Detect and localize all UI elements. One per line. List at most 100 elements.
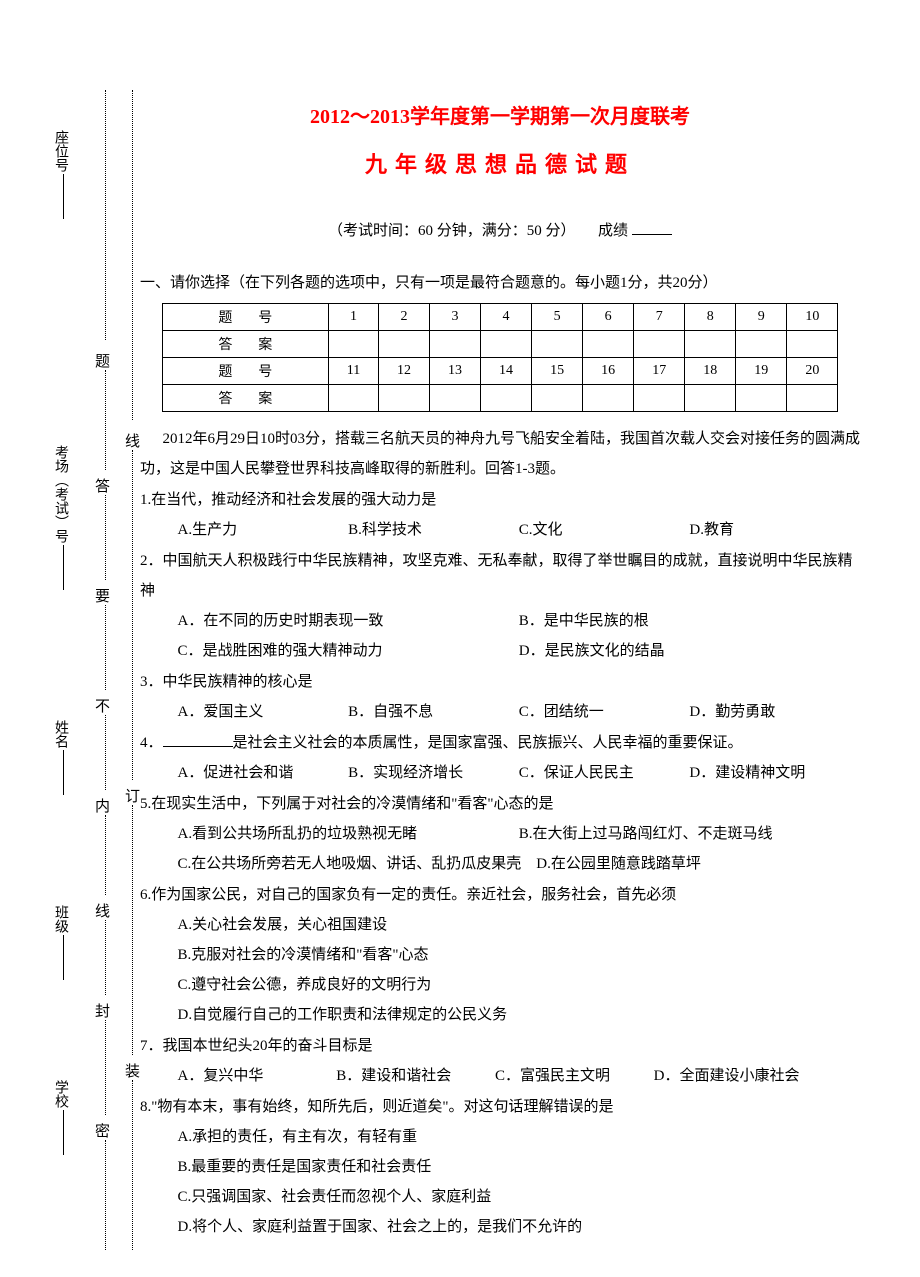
option-b: B．实现经济增长 (348, 758, 519, 788)
option-c: C．保证人民民主 (519, 758, 690, 788)
row-label-a2: 答 案 (162, 385, 328, 412)
exam-title-1: 2012～2013学年度第一学期第一次月度联考 (140, 100, 860, 129)
answer-cell[interactable] (532, 331, 583, 358)
answer-cell[interactable] (329, 385, 379, 412)
cell: 5 (532, 304, 583, 331)
option-c: C.在公共场所旁若无人地吸烟、讲话、乱扔瓜皮果壳 (178, 856, 522, 872)
answer-cell[interactable] (787, 331, 838, 358)
question-3: 3．中华民族精神的核心是 (140, 667, 860, 697)
exam-info: （考试时间：60 分钟，满分：50 分） 成绩 (140, 219, 860, 240)
side-bu: 不 (95, 695, 110, 716)
answer-cell[interactable] (429, 385, 480, 412)
cell: 9 (736, 304, 787, 331)
exam-info-text: （考试时间：60 分钟，满分：50 分） (328, 223, 576, 239)
option-d: D．全面建设小康社会 (654, 1061, 860, 1091)
cell: 20 (787, 358, 838, 385)
side-name: 姓名 (50, 720, 70, 797)
cell: 11 (329, 358, 379, 385)
answer-cell[interactable] (481, 331, 532, 358)
answer-table: 题 号 1 2 3 4 5 6 7 8 9 10 答 案 题 号 11 12 1… (162, 303, 839, 412)
option-d: D.教育 (689, 515, 860, 545)
question-5-options: A.看到公共场所乱扔的垃圾熟视无睹 B.在大街上过马路闯红灯、不走斑马线 (140, 819, 860, 849)
option-a: A.看到公共场所乱扔的垃圾熟视无睹 (178, 819, 519, 849)
option-b: B．是中华民族的根 (519, 606, 860, 636)
question-6: 6.作为国家公民，对自己的国家负有一定的责任。亲近社会，服务社会，首先必须 (140, 880, 860, 910)
answer-cell[interactable] (378, 331, 429, 358)
cell: 1 (329, 304, 379, 331)
side-school: 学校 (50, 1080, 70, 1157)
side-xian: 线 (95, 900, 110, 921)
cell: 14 (481, 358, 532, 385)
option-a: A.承担的责任，有主有次，有轻有重 (178, 1122, 861, 1152)
answer-cell[interactable] (787, 385, 838, 412)
table-row: 题 号 11 12 13 14 15 16 17 18 19 20 (162, 358, 838, 385)
side-seat: 座位号 (50, 130, 70, 221)
dotted-line-o7 (105, 920, 106, 995)
option-c: C.文化 (519, 515, 690, 545)
question-5: 5.在现实生活中，下列属于对社会的冷漠情绪和"看客"心态的是 (140, 789, 860, 819)
table-row: 答 案 (162, 331, 838, 358)
dotted-line-3 (132, 805, 133, 1055)
fill-blank[interactable] (163, 746, 233, 747)
dotted-line-o4 (105, 605, 106, 690)
question-3-options: A．爱国主义 B．自强不息 C．团结统一 D．勤劳勇敢 (140, 697, 860, 727)
question-6-options: A.关心社会发展，关心祖国建设 B.克服对社会的冷漠情绪和"看客"心态 C.遵守… (140, 910, 860, 1030)
answer-cell[interactable] (685, 385, 736, 412)
answer-cell[interactable] (634, 331, 685, 358)
dotted-line-o3 (105, 495, 106, 580)
answer-cell[interactable] (329, 331, 379, 358)
dotted-line-o1 (105, 90, 106, 340)
row-label-a1: 答 案 (162, 331, 328, 358)
option-a: A．爱国主义 (178, 697, 349, 727)
cell: 12 (378, 358, 429, 385)
cell: 13 (429, 358, 480, 385)
cell: 7 (634, 304, 685, 331)
answer-cell[interactable] (532, 385, 583, 412)
option-d: D．是民族文化的结晶 (519, 636, 860, 666)
cell: 15 (532, 358, 583, 385)
question-4-options: A．促进社会和谐 B．实现经济增长 C．保证人民民主 D．建设精神文明 (140, 758, 860, 788)
side-da: 答 (95, 475, 110, 496)
question-8: 8."物有本末，事有始终，知所先后，则近道矣"。对这句话理解错误的是 (140, 1092, 860, 1122)
score-blank[interactable] (632, 234, 672, 235)
answer-cell[interactable] (583, 331, 634, 358)
row-label-q1: 题 号 (162, 304, 328, 331)
table-row: 答 案 (162, 385, 838, 412)
option-a: A.关心社会发展，关心祖国建设 (178, 910, 861, 940)
option-d: D．建设精神文明 (689, 758, 860, 788)
side-mi: 密 (95, 1120, 110, 1141)
question-2: 2．中国航天人积极践行中华民族精神，攻坚克难、无私奉献，取得了举世瞩目的成就，直… (140, 546, 860, 606)
cell: 17 (634, 358, 685, 385)
option-c: C.遵守社会公德，养成良好的文明行为 (178, 970, 861, 1000)
answer-cell[interactable] (378, 385, 429, 412)
section-1-header: 一、请你选择（在下列各题的选项中，只有一项是最符合题意的。每小题1分，共20分） (140, 270, 860, 297)
q4-pre: 4． (140, 735, 163, 751)
question-7: 7．我国本世纪头20年的奋斗目标是 (140, 1031, 860, 1061)
cell: 2 (378, 304, 429, 331)
option-b: B．建设和谐社会 (336, 1061, 495, 1091)
option-b: B．自强不息 (348, 697, 519, 727)
answer-cell[interactable] (583, 385, 634, 412)
answer-cell[interactable] (685, 331, 736, 358)
question-8-options: A.承担的责任，有主有次，有轻有重 B.最重要的责任是国家责任和社会责任 C.只… (140, 1122, 860, 1242)
side-feng: 封 (95, 1000, 110, 1021)
dotted-line-o5 (105, 715, 106, 790)
option-d: D.在公园里随意践踏草坪 (536, 856, 701, 872)
side-nei: 内 (95, 795, 110, 816)
answer-cell[interactable] (634, 385, 685, 412)
option-a: A．复兴中华 (178, 1061, 337, 1091)
dotted-line-2 (132, 450, 133, 780)
question-1-options: A.生产力 B.科学技术 C.文化 D.教育 (140, 515, 860, 545)
cell: 10 (787, 304, 838, 331)
dotted-line-1 (132, 90, 133, 420)
answer-cell[interactable] (736, 385, 787, 412)
answer-cell[interactable] (736, 331, 787, 358)
option-d: D．勤劳勇敢 (689, 697, 860, 727)
answer-cell[interactable] (481, 385, 532, 412)
answer-cell[interactable] (429, 331, 480, 358)
option-b: B.科学技术 (348, 515, 519, 545)
option-c: C.只强调国家、社会责任而忽视个人、家庭利益 (178, 1182, 861, 1212)
side-ti: 题 (95, 350, 110, 371)
table-row: 题 号 1 2 3 4 5 6 7 8 9 10 (162, 304, 838, 331)
cell: 4 (481, 304, 532, 331)
